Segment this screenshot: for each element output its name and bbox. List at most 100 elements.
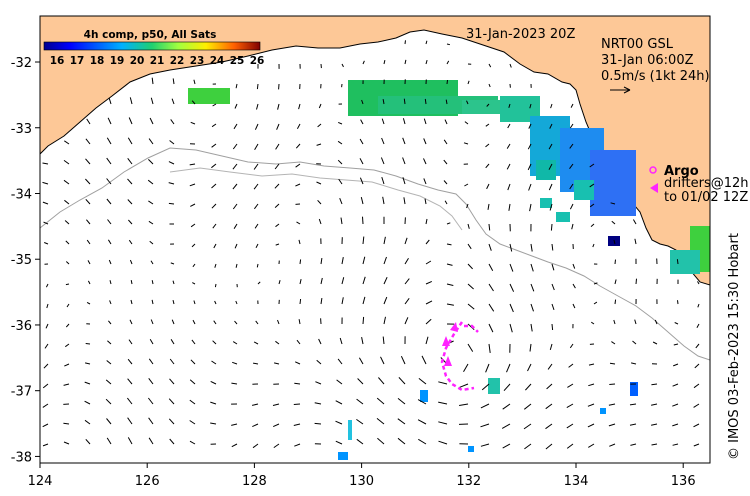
- current-vector: [169, 140, 175, 145]
- current-vector: [467, 283, 474, 290]
- current-vector: [438, 401, 448, 405]
- current-vector: [634, 319, 637, 325]
- current-vector: [235, 300, 238, 305]
- current-vector: [316, 143, 322, 146]
- current-vector: [486, 183, 490, 190]
- current-vector: [66, 303, 70, 308]
- current-vector: [148, 377, 154, 385]
- current-vector: [105, 398, 112, 405]
- current-vector: [403, 98, 406, 105]
- current-vector: [572, 303, 576, 309]
- current-vector: [609, 383, 616, 385]
- speed-scale-arrow: [610, 86, 631, 94]
- current-vector: [299, 298, 302, 305]
- current-vector: [523, 423, 532, 430]
- current-vector: [189, 379, 196, 385]
- current-vector: [547, 363, 553, 370]
- current-vector: [654, 319, 658, 325]
- current-vector: [63, 422, 70, 425]
- current-vector: [85, 178, 91, 185]
- current-vector: [593, 282, 598, 285]
- current-vector: [566, 443, 574, 449]
- current-vector: [380, 356, 385, 365]
- current-vector: [381, 137, 385, 145]
- current-vector: [189, 163, 196, 166]
- current-vector: [211, 183, 217, 189]
- current-vector: [232, 361, 238, 365]
- current-vector: [545, 423, 553, 430]
- current-vector: [65, 323, 70, 328]
- current-vector: [570, 103, 574, 108]
- current-vector: [84, 362, 91, 365]
- current-vector: [295, 163, 301, 168]
- current-vector: [210, 401, 217, 405]
- current-vector: [466, 100, 469, 105]
- current-vector: [446, 303, 454, 306]
- current-vector: [45, 283, 49, 288]
- current-vector: [425, 218, 428, 225]
- current-vector: [425, 260, 432, 265]
- current-vector: [693, 403, 700, 408]
- current-vector: [362, 216, 364, 225]
- current-vector: [549, 203, 553, 211]
- lat-tick-label: -35: [11, 253, 32, 268]
- current-vector: [148, 220, 154, 225]
- current-vector: [127, 178, 133, 185]
- lat-tick-label: -33: [11, 122, 32, 137]
- current-vector: [148, 417, 154, 425]
- current-vector: [467, 263, 473, 270]
- current-vector: [485, 143, 490, 148]
- current-vector: [530, 263, 534, 272]
- current-vector: [63, 383, 70, 386]
- current-vector: [488, 323, 494, 333]
- current-vector: [380, 157, 385, 165]
- current-vector: [189, 420, 196, 425]
- current-vector: [65, 283, 70, 286]
- current-vector: [295, 143, 301, 149]
- current-vector: [86, 219, 91, 225]
- current-vector: [42, 423, 49, 428]
- current-vector: [43, 363, 49, 369]
- current-vector: [253, 341, 259, 345]
- current-vector: [487, 203, 490, 210]
- current-vector: [232, 163, 238, 170]
- current-vector: [509, 303, 514, 313]
- current-vector: [488, 343, 491, 353]
- current-vector: [359, 158, 364, 165]
- current-vector: [298, 319, 301, 325]
- current-vector: [356, 398, 364, 405]
- current-vector: [106, 137, 112, 145]
- current-vector: [362, 60, 365, 65]
- drifter-tracks: [440, 321, 479, 392]
- current-vector: [191, 243, 196, 248]
- current-vector: [359, 177, 364, 185]
- current-vector: [549, 343, 553, 351]
- current-vector: [106, 360, 112, 365]
- current-vector: [548, 143, 553, 150]
- current-vector: [523, 403, 532, 410]
- current-vector: [360, 119, 364, 125]
- current-vector: [404, 40, 406, 45]
- current-vector: [569, 203, 574, 210]
- current-vector: [128, 339, 133, 345]
- current-vector: [488, 63, 492, 68]
- current-vector: [588, 443, 595, 448]
- current-vector: [171, 98, 175, 105]
- current-vector: [551, 243, 554, 251]
- current-vector: [503, 383, 511, 392]
- current-vector: [438, 440, 448, 445]
- current-vector: [509, 283, 515, 292]
- current-vector: [151, 77, 154, 85]
- current-vector: [377, 437, 385, 445]
- colorbar-tick-label: 20: [130, 55, 145, 67]
- current-vector: [85, 138, 91, 145]
- current-vector: [129, 259, 133, 265]
- current-vector: [63, 179, 70, 185]
- current-vector: [296, 339, 301, 345]
- lon-tick-label: 130: [349, 474, 374, 489]
- current-vector: [446, 43, 451, 46]
- current-vector: [383, 236, 386, 245]
- current-vector: [214, 300, 217, 305]
- current-vector: [106, 157, 112, 165]
- current-vector: [488, 243, 492, 251]
